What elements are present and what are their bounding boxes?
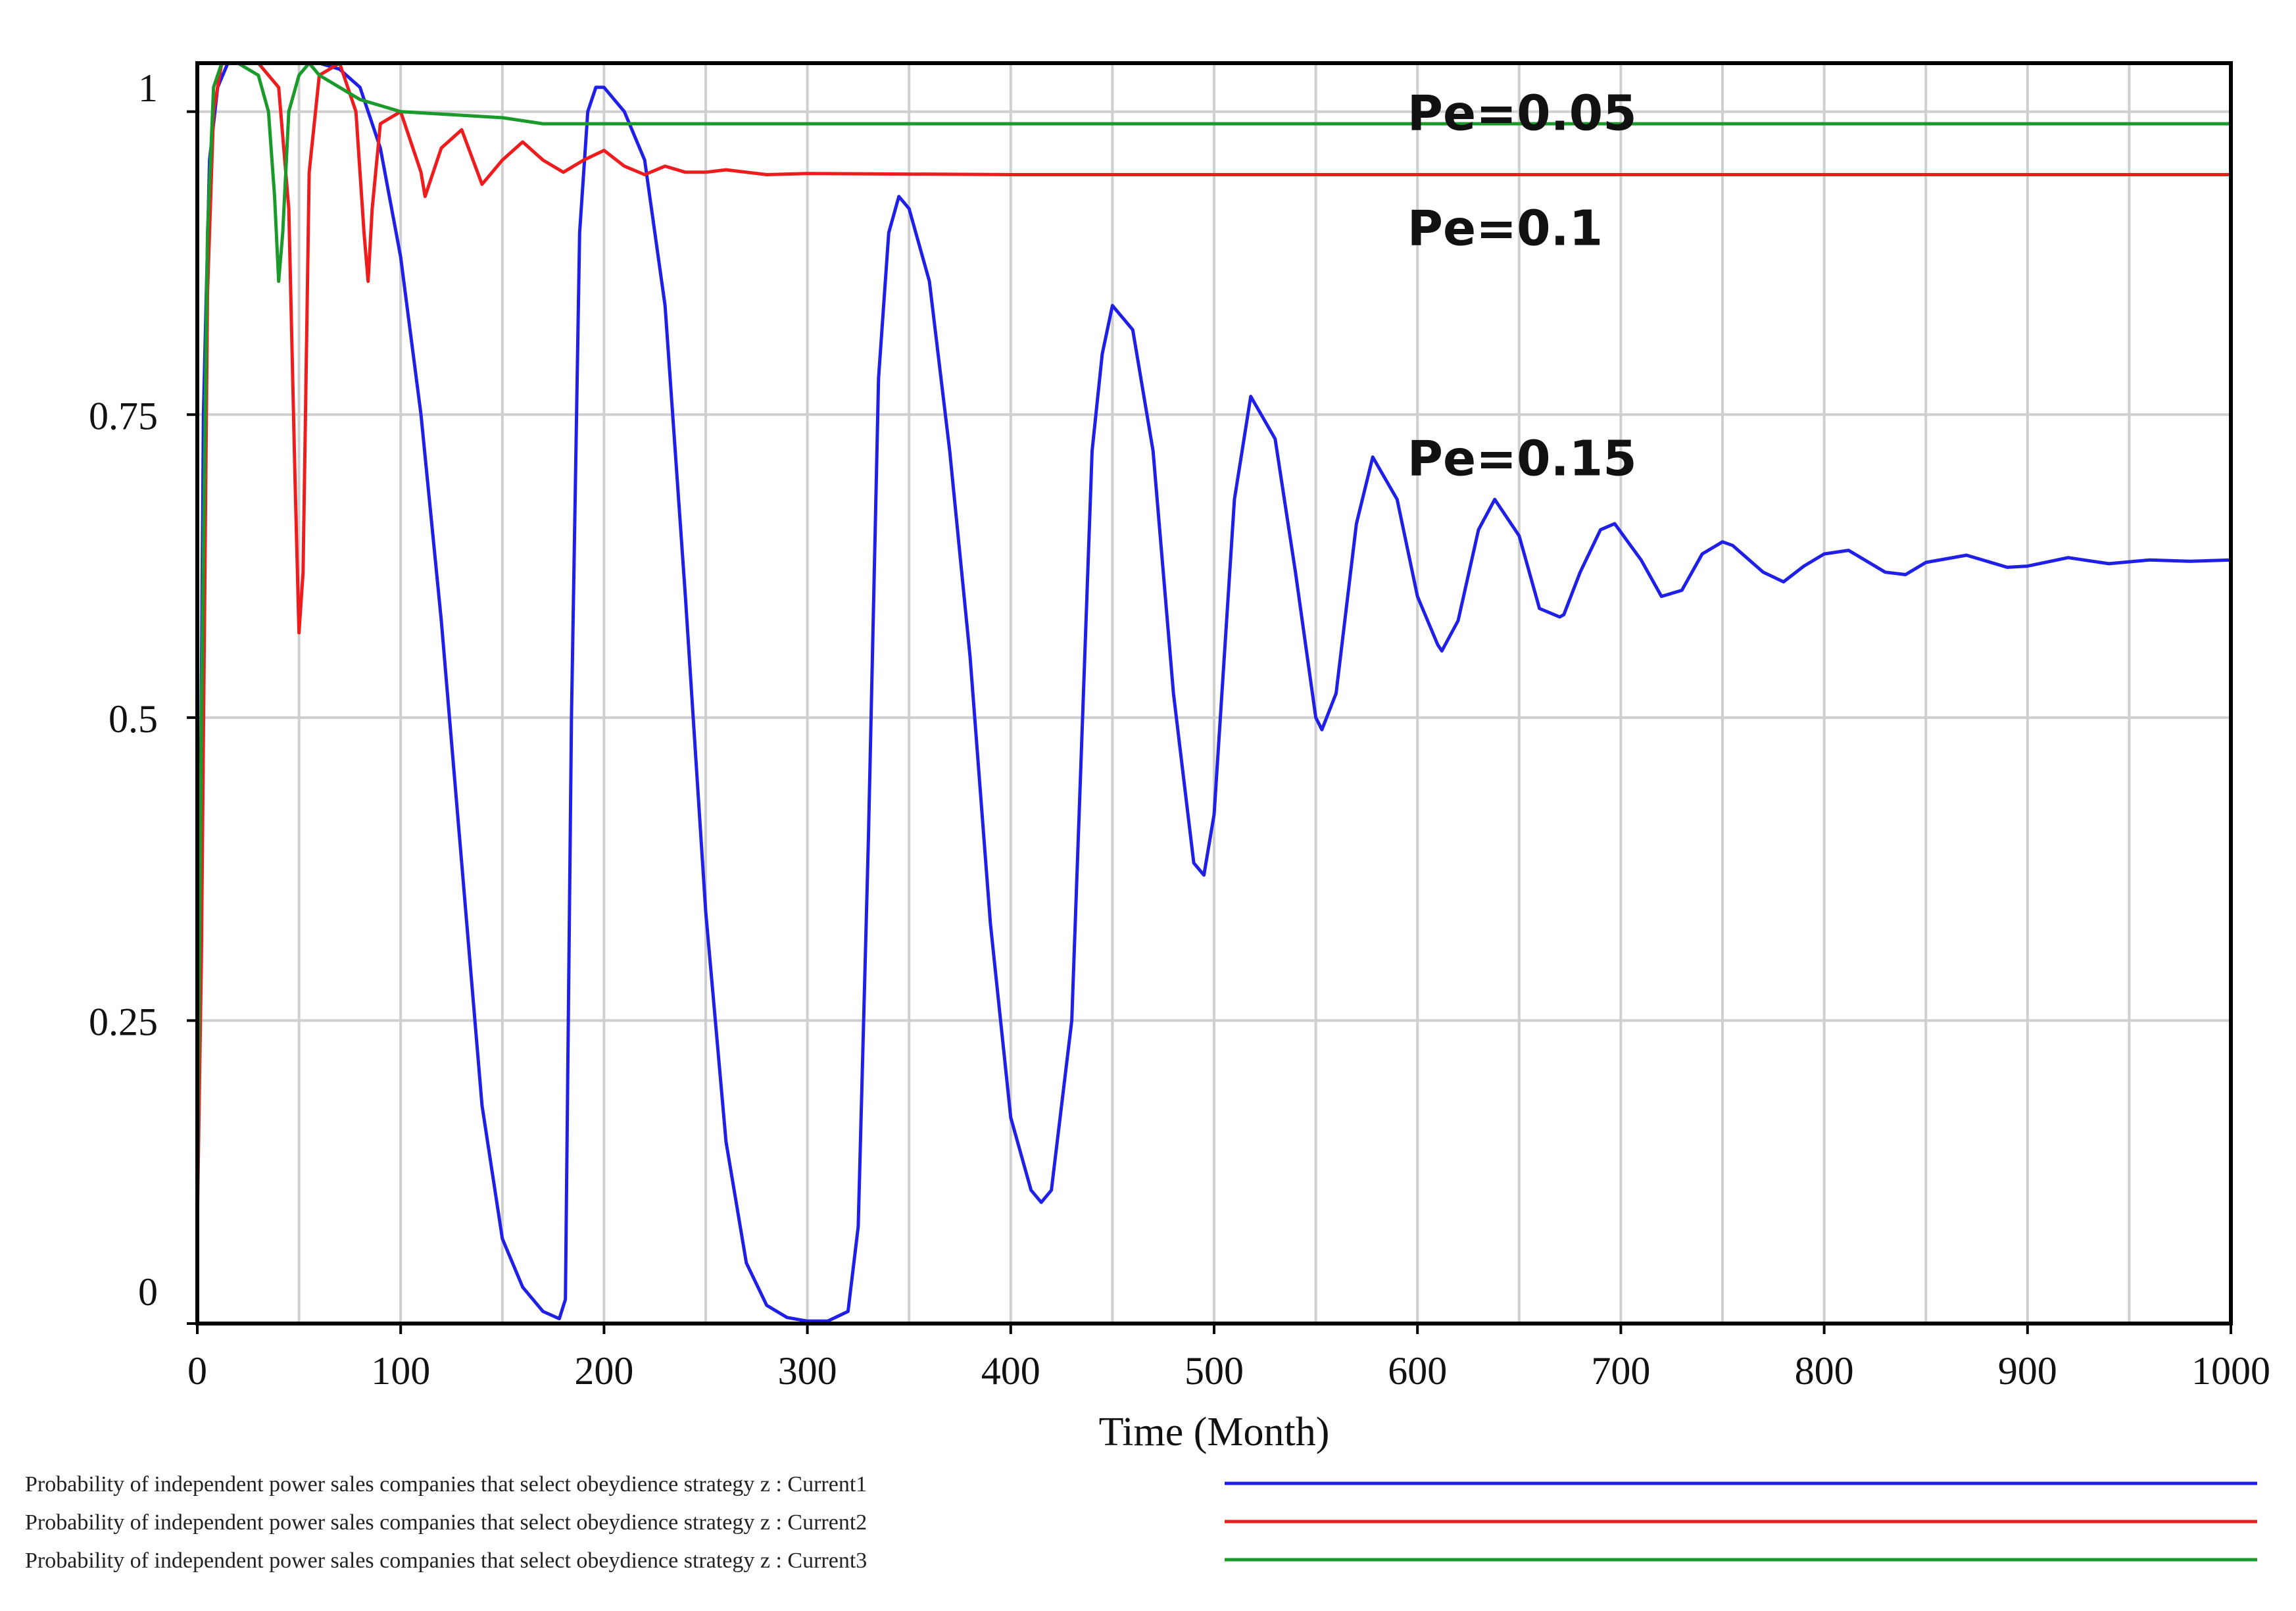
x-tick-label: 100 — [371, 1349, 430, 1393]
x-tick-label: 200 — [574, 1349, 633, 1393]
y-tick-label: 0.25 — [89, 1000, 158, 1043]
x-tick-label: 600 — [1388, 1349, 1447, 1393]
series-line-3 — [195, 61, 2231, 1227]
x-tick-label: 300 — [778, 1349, 837, 1393]
series-line-1 — [195, 61, 2232, 1323]
legend: Probability of independent power sales c… — [25, 1472, 2257, 1573]
series-annotation: Pe=0.1 — [1407, 200, 1603, 257]
annotation-layer: Pe=0.05 Pe=0.1 Pe=0.15 — [1407, 85, 1637, 487]
legend-label-1: Probability of independent power sales c… — [25, 1472, 867, 1497]
y-tick-label: 0.75 — [89, 394, 158, 437]
series-annotation: Pe=0.15 — [1407, 430, 1637, 487]
legend-label-2: Probability of independent power sales c… — [25, 1510, 867, 1535]
series-annotation: Pe=0.05 — [1407, 85, 1637, 141]
x-tick-label: 800 — [1795, 1349, 1854, 1393]
tick-layer: 0 100 200 300 400 500 600 700 800 900 1000 0 0.25 0.5… — [89, 66, 2270, 1393]
x-tick-label: 500 — [1185, 1349, 1244, 1393]
grid-layer — [197, 63, 2231, 1324]
y-tick-label: 0.5 — [109, 697, 158, 741]
y-tick-label: 0 — [138, 1270, 158, 1314]
legend-label-3: Probability of independent power sales c… — [25, 1549, 867, 1573]
x-tick-label: 400 — [981, 1349, 1040, 1393]
x-tick-label: 1000 — [2191, 1349, 2270, 1393]
x-tick-label: 900 — [1998, 1349, 2057, 1393]
y-tick-label: 1 — [138, 66, 158, 110]
x-tick-label: 700 — [1591, 1349, 1650, 1393]
series-layer — [195, 61, 2232, 1323]
x-axis-title: Time (Month) — [1099, 1410, 1330, 1454]
x-tick-label: 0 — [187, 1349, 207, 1393]
